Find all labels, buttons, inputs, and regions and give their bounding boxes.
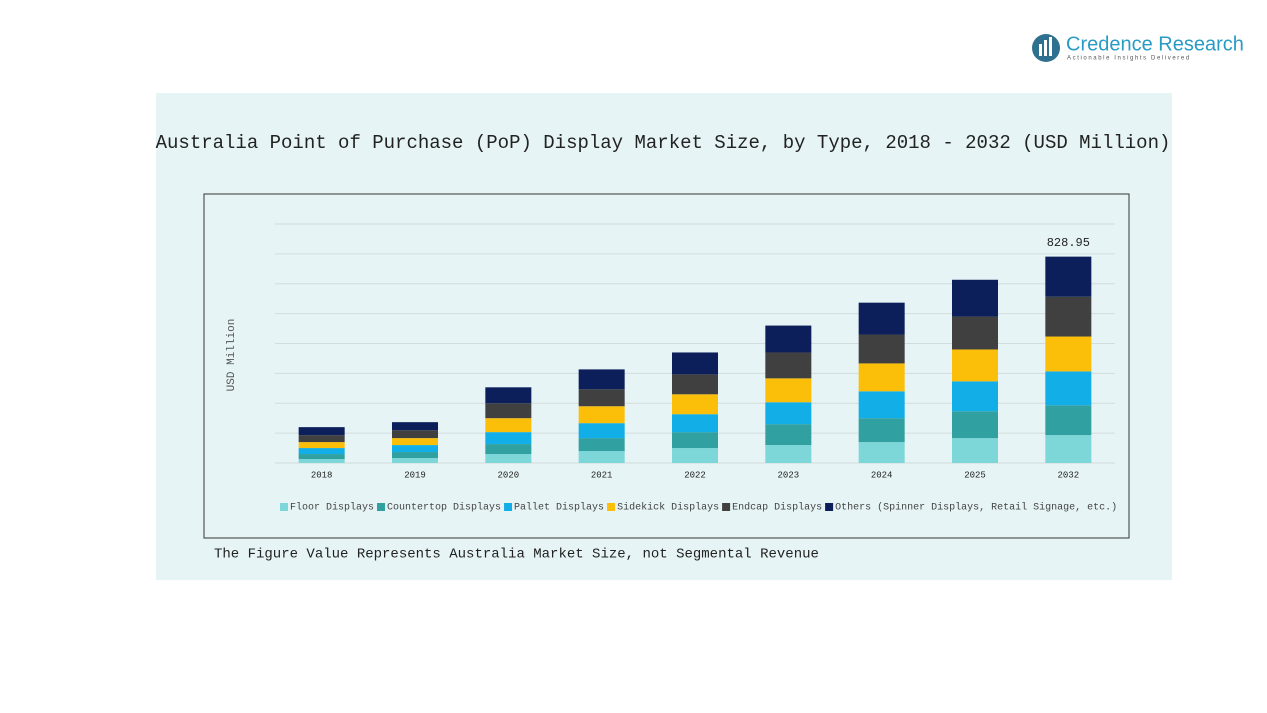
bar-segment (392, 422, 438, 431)
bar-segment (485, 432, 532, 445)
legend-marker (280, 503, 288, 511)
bar-segment (392, 458, 438, 463)
x-tick-label: 2022 (684, 470, 706, 480)
bar-segment (952, 438, 998, 463)
legend-label: Others (Spinner Displays, Retail Signage… (835, 502, 1117, 514)
legend-marker (504, 503, 513, 511)
bar-segment (298, 448, 345, 455)
total-label: 828.95 (1047, 236, 1090, 250)
y-axis-label: USD Million (226, 319, 238, 392)
bar-segment (765, 402, 812, 425)
bar-segment (765, 445, 812, 463)
legend-marker (607, 503, 616, 511)
chart-title: Australia Point of Purchase (PoP) Displa… (156, 132, 1171, 154)
bar-segment (1045, 435, 1092, 463)
bar-segment (672, 448, 718, 463)
legend-marker (825, 503, 834, 511)
bar-segment (672, 414, 718, 433)
bar-segment (578, 438, 625, 452)
bar-segment (578, 389, 625, 407)
x-tick-label: 2020 (498, 470, 520, 480)
x-tick-label: 2025 (964, 470, 986, 480)
bar-segment (858, 442, 905, 463)
bar-segment (578, 369, 625, 390)
legend-label: Sidekick Displays (617, 502, 719, 514)
note: The Figure Value Represents Australia Ma… (214, 547, 819, 563)
legend-label: Floor Displays (290, 502, 374, 514)
logo-brand: Credence Research (1066, 33, 1244, 55)
bar-segment (952, 279, 998, 317)
bar-segment (298, 435, 345, 443)
bar-segment (952, 411, 998, 439)
legend-label: Countertop Displays (387, 502, 501, 514)
bar-segment (298, 459, 345, 463)
bar-segment (672, 374, 718, 395)
bar-segment (672, 352, 718, 375)
bar-segment (1045, 405, 1092, 436)
bar-segment (298, 454, 345, 460)
bar-segment (858, 391, 905, 419)
bar-segment (952, 349, 998, 382)
logo: Credence Research Actionable Insights De… (1032, 33, 1244, 62)
x-tick-label: 2021 (591, 470, 613, 480)
bar-segment (952, 381, 998, 412)
logo-icon-bar (1044, 40, 1047, 56)
logo-icon-bar (1049, 37, 1052, 56)
bar-segment (765, 378, 812, 403)
bar-segment (578, 423, 625, 439)
bar-segment (672, 432, 718, 449)
bar-segment (1045, 336, 1092, 372)
legend-marker (377, 503, 386, 511)
legend-marker (722, 503, 731, 511)
bar-segment (1045, 296, 1092, 337)
bar-segment (578, 406, 625, 424)
x-tick-label: 2023 (778, 470, 800, 480)
bar-segment (298, 442, 345, 449)
bar-segment (672, 394, 718, 415)
bar-segment (485, 403, 532, 419)
bar-segment (485, 444, 532, 455)
logo-tagline: Actionable Insights Delivered (1067, 56, 1191, 62)
bar-segment (392, 438, 438, 446)
x-tick-label: 2019 (404, 470, 426, 480)
legend-label: Pallet Displays (514, 502, 604, 514)
bar-segment (578, 451, 625, 463)
x-tick-label: 2032 (1058, 470, 1080, 480)
bar-segment (485, 454, 532, 463)
logo-icon-bar (1039, 44, 1042, 56)
bar-segment (765, 424, 812, 446)
legend-label: Endcap Displays (732, 502, 822, 514)
bar-segment (392, 445, 438, 453)
x-tick-label: 2024 (871, 470, 893, 480)
panel (156, 93, 1172, 580)
bar-segment (858, 334, 905, 364)
bar-segment (485, 418, 532, 433)
bar-segment (392, 430, 438, 439)
bar-segment (298, 427, 345, 436)
bar-segment (1045, 256, 1092, 297)
bar-segment (765, 325, 812, 353)
bar-segment (485, 387, 532, 404)
bar-segment (765, 352, 812, 379)
bar-segment (858, 418, 905, 443)
bar-segment (392, 452, 438, 459)
bar-segment (858, 363, 905, 392)
bar-segment (952, 316, 998, 350)
bar-segment (858, 302, 905, 335)
bar-segment (1045, 371, 1092, 406)
plot-frame (203, 193, 1130, 539)
x-tick-label: 2018 (311, 470, 333, 480)
